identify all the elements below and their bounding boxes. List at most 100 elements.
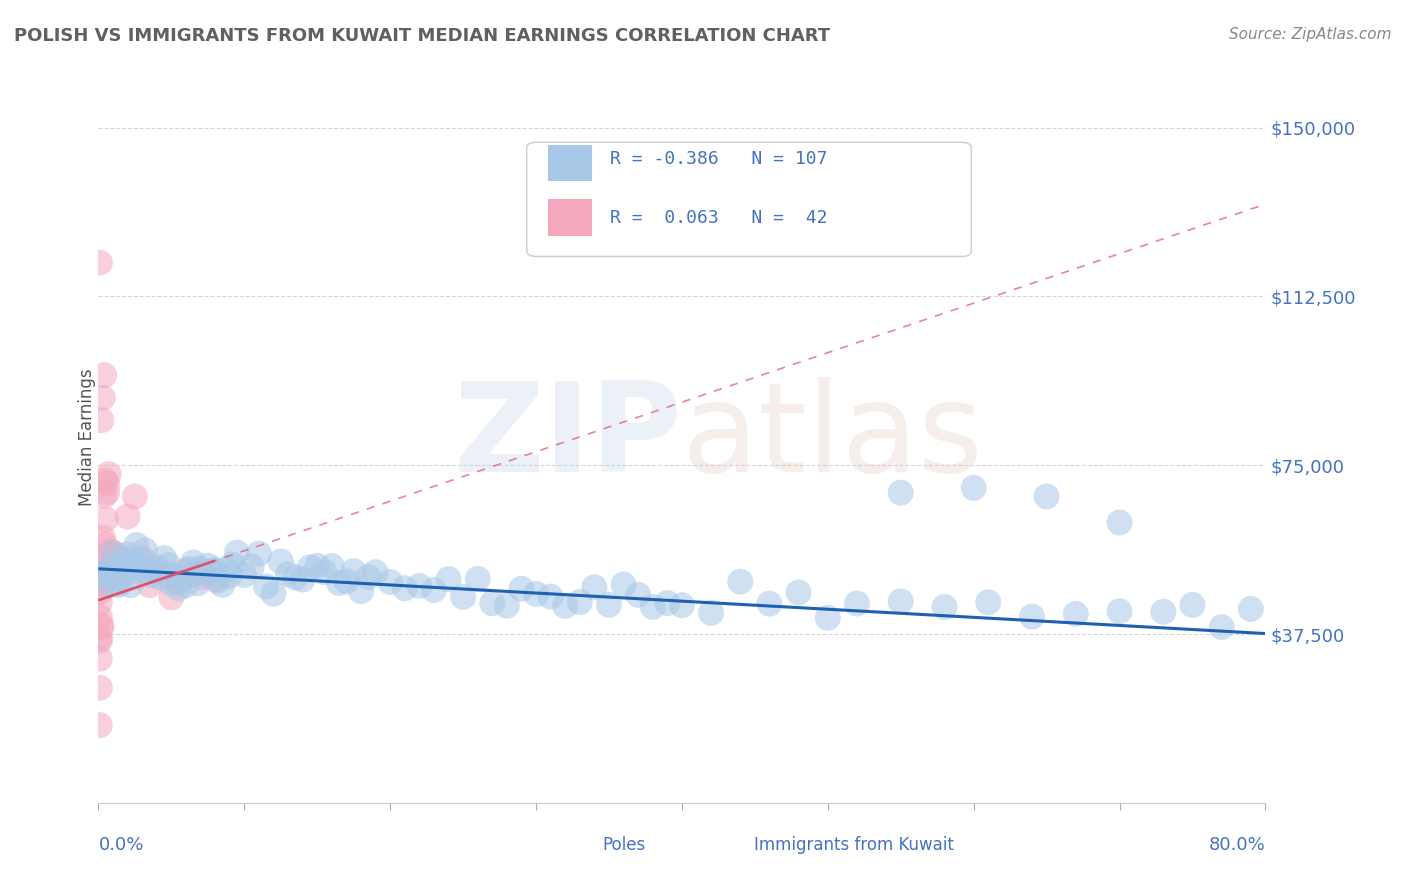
Point <box>174 564 197 578</box>
Point <box>247 547 270 561</box>
Point <box>153 568 176 582</box>
Point <box>160 576 183 591</box>
Point <box>96 476 118 491</box>
Point <box>131 555 153 569</box>
Text: 0.0%: 0.0% <box>98 836 143 854</box>
Point <box>190 570 212 584</box>
Point <box>1240 602 1263 616</box>
Text: Poles: Poles <box>603 836 645 855</box>
Point <box>181 566 204 581</box>
Point <box>197 558 219 573</box>
Point <box>181 556 204 570</box>
Point <box>328 576 350 591</box>
Point <box>357 570 380 584</box>
Point <box>335 574 357 589</box>
Point <box>568 595 591 609</box>
Point <box>218 568 240 582</box>
Point <box>172 572 194 586</box>
Point <box>138 568 160 582</box>
Point <box>291 573 314 587</box>
Point <box>1021 609 1043 624</box>
Point <box>890 485 912 500</box>
Point <box>554 599 576 613</box>
Point <box>163 567 186 582</box>
FancyBboxPatch shape <box>548 199 592 235</box>
Point <box>131 551 153 566</box>
Point <box>787 585 810 599</box>
Point <box>730 574 752 589</box>
Point <box>89 575 111 590</box>
Point <box>215 562 238 576</box>
Point <box>350 584 373 599</box>
Point <box>174 578 197 592</box>
Point <box>262 587 284 601</box>
Point <box>190 562 212 576</box>
Point <box>136 565 159 579</box>
Point <box>1152 605 1174 619</box>
Point <box>94 569 117 583</box>
Point <box>277 567 299 582</box>
Point <box>1181 598 1204 612</box>
Point <box>91 391 114 405</box>
Point <box>254 579 277 593</box>
Point <box>240 559 263 574</box>
Point <box>307 558 329 573</box>
Point <box>89 651 111 665</box>
Point <box>89 566 111 580</box>
Text: Source: ZipAtlas.com: Source: ZipAtlas.com <box>1229 27 1392 42</box>
Y-axis label: Median Earnings: Median Earnings <box>79 368 96 506</box>
Point <box>104 565 127 579</box>
Point <box>101 546 124 560</box>
Point <box>977 595 1000 609</box>
Point <box>120 578 142 592</box>
Point <box>627 588 650 602</box>
Text: R = -0.386   N = 107: R = -0.386 N = 107 <box>610 150 827 168</box>
Point <box>641 599 664 614</box>
Point <box>125 538 148 552</box>
Text: R =  0.063   N =  42: R = 0.063 N = 42 <box>610 209 827 227</box>
Point <box>105 578 128 592</box>
Point <box>128 559 150 574</box>
Point <box>89 718 111 732</box>
Point <box>149 570 172 584</box>
Point <box>114 553 136 567</box>
Point <box>1035 490 1057 504</box>
Point <box>89 632 111 646</box>
Point <box>314 565 336 579</box>
Point <box>1211 620 1233 634</box>
Point <box>90 618 112 632</box>
Point <box>846 597 869 611</box>
Point <box>114 566 136 581</box>
Point <box>89 596 111 610</box>
Point <box>89 681 111 695</box>
FancyBboxPatch shape <box>571 835 596 855</box>
Point <box>146 561 169 575</box>
Point <box>167 582 190 596</box>
Point <box>758 597 780 611</box>
Point <box>91 573 114 587</box>
Point <box>700 606 723 620</box>
Point <box>117 547 139 561</box>
Point <box>524 587 547 601</box>
Point <box>91 560 114 574</box>
Point <box>160 591 183 605</box>
Point <box>204 563 226 577</box>
Point <box>110 576 132 591</box>
Point <box>93 368 115 383</box>
Point <box>394 582 416 596</box>
Point <box>97 578 120 592</box>
Point <box>1064 607 1087 621</box>
Point <box>117 509 139 524</box>
Point <box>583 580 606 594</box>
Point <box>193 566 215 580</box>
Point <box>90 620 112 634</box>
Point <box>122 565 145 579</box>
Point <box>138 578 160 592</box>
Text: ZIP: ZIP <box>453 376 682 498</box>
Point <box>540 590 562 604</box>
Point <box>496 599 519 613</box>
Point <box>298 560 321 574</box>
Point <box>104 573 127 587</box>
Point <box>270 554 292 568</box>
Point <box>201 564 224 578</box>
